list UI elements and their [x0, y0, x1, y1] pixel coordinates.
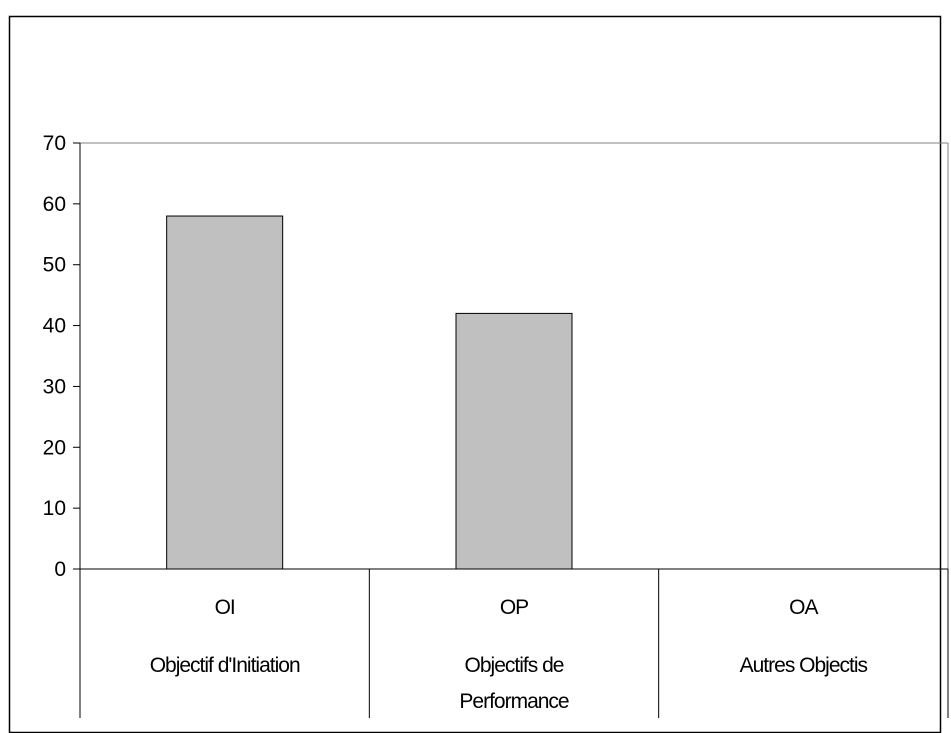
y-tick-label: 60	[43, 193, 66, 216]
category-description-label: Autres Objectis	[740, 654, 868, 677]
category-code-label: OP	[500, 596, 528, 619]
y-tick-label: 10	[43, 497, 66, 520]
y-tick-label: 0	[54, 558, 66, 581]
y-tick-label: 70	[43, 132, 66, 155]
category-description-label: Objectif d'Initiation	[150, 654, 300, 677]
y-tick-label: 30	[43, 375, 66, 398]
y-tick-label: 40	[43, 315, 66, 338]
y-tick-label: 50	[43, 254, 66, 277]
y-tick-label: 20	[43, 436, 66, 459]
category-code-label: OI	[215, 596, 235, 619]
category-code-label: OA	[789, 596, 818, 619]
bar	[166, 215, 284, 570]
category-description-label: Objectifs de	[465, 654, 564, 677]
category-description-label: Performance	[459, 690, 569, 713]
plot-area: 0 10 20 30 40 50 60 70 OI Objectif d'Initiation OP…	[43, 132, 949, 718]
bar	[455, 312, 573, 570]
